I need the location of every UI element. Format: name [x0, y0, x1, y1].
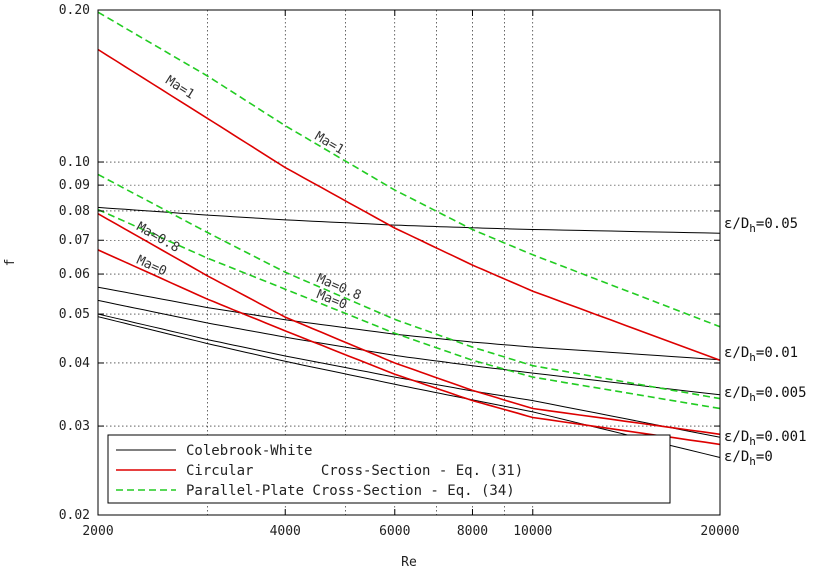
- curve-label: Ma=1: [163, 73, 197, 102]
- series-line-circ: [97, 213, 721, 436]
- y-tick-label: 0.10: [59, 155, 90, 170]
- y-tick-label: 0.08: [59, 204, 90, 219]
- roughness-label: ε/Dh=0: [724, 449, 773, 468]
- curve-label: Ma=1: [312, 129, 347, 158]
- y-tick-label: 0.02: [59, 508, 90, 523]
- x-tick-label: 8000: [457, 524, 488, 539]
- y-tick-label: 0.09: [59, 178, 90, 193]
- y-axis-label: f: [3, 259, 18, 267]
- grid: [98, 10, 720, 515]
- roughness-label: ε/Dh=0.005: [724, 385, 807, 404]
- series-line-cw: [97, 299, 721, 396]
- roughness-label: ε/Dh=0.001: [724, 429, 807, 448]
- series-lines: [97, 11, 721, 458]
- series-line-circ: [97, 249, 721, 446]
- plot-frame: [97, 9, 721, 516]
- legend-entry: Circular Cross-Section - Eq. (31): [186, 463, 523, 479]
- curve-label: Ma=0: [134, 253, 169, 280]
- axis-ticks: 2000 4000 6000 8000 10000 20000 0.02 0.03 0.04 0.…: [59, 3, 740, 539]
- y-tick-label: 0.06: [59, 267, 90, 282]
- x-tick-label: 4000: [270, 524, 301, 539]
- roughness-label: ε/Dh=0.01: [724, 345, 798, 364]
- x-tick-label: 10000: [513, 524, 552, 539]
- series-line-cw: [97, 206, 721, 234]
- x-tick-label: 20000: [700, 524, 739, 539]
- legend-box: [107, 434, 671, 504]
- x-tick-label: 6000: [379, 524, 410, 539]
- y-tick-label: 0.03: [59, 419, 90, 434]
- roughness-label: ε/Dh=0.05: [724, 216, 798, 235]
- legend-entry: Colebrook-White: [186, 443, 312, 459]
- series-line-cw: [97, 286, 721, 361]
- x-axis-label: Re: [401, 555, 417, 570]
- y-tick-label: 0.04: [59, 356, 90, 371]
- y-tick-label: 0.07: [59, 233, 90, 248]
- y-tick-label: 0.20: [59, 3, 90, 18]
- series-line-cw: [97, 316, 721, 458]
- series-line-cw: [97, 313, 721, 438]
- x-tick-label: 2000: [82, 524, 113, 539]
- series-line-pp: [97, 208, 721, 410]
- legend-entry: Parallel-Plate Cross-Section - Eq. (34): [186, 483, 515, 499]
- y-tick-label: 0.05: [59, 307, 90, 322]
- curve-labels: ε/Dh=0.05 ε/Dh=0.01 ε/Dh=0.005 ε/Dh=0.001ε/…: [134, 73, 807, 468]
- series-line-pp: [97, 173, 721, 400]
- legend: Colebrook-White Circular Cross-Section - …: [107, 434, 671, 504]
- series-line-circ: [97, 48, 721, 362]
- series-line-pp: [97, 11, 721, 328]
